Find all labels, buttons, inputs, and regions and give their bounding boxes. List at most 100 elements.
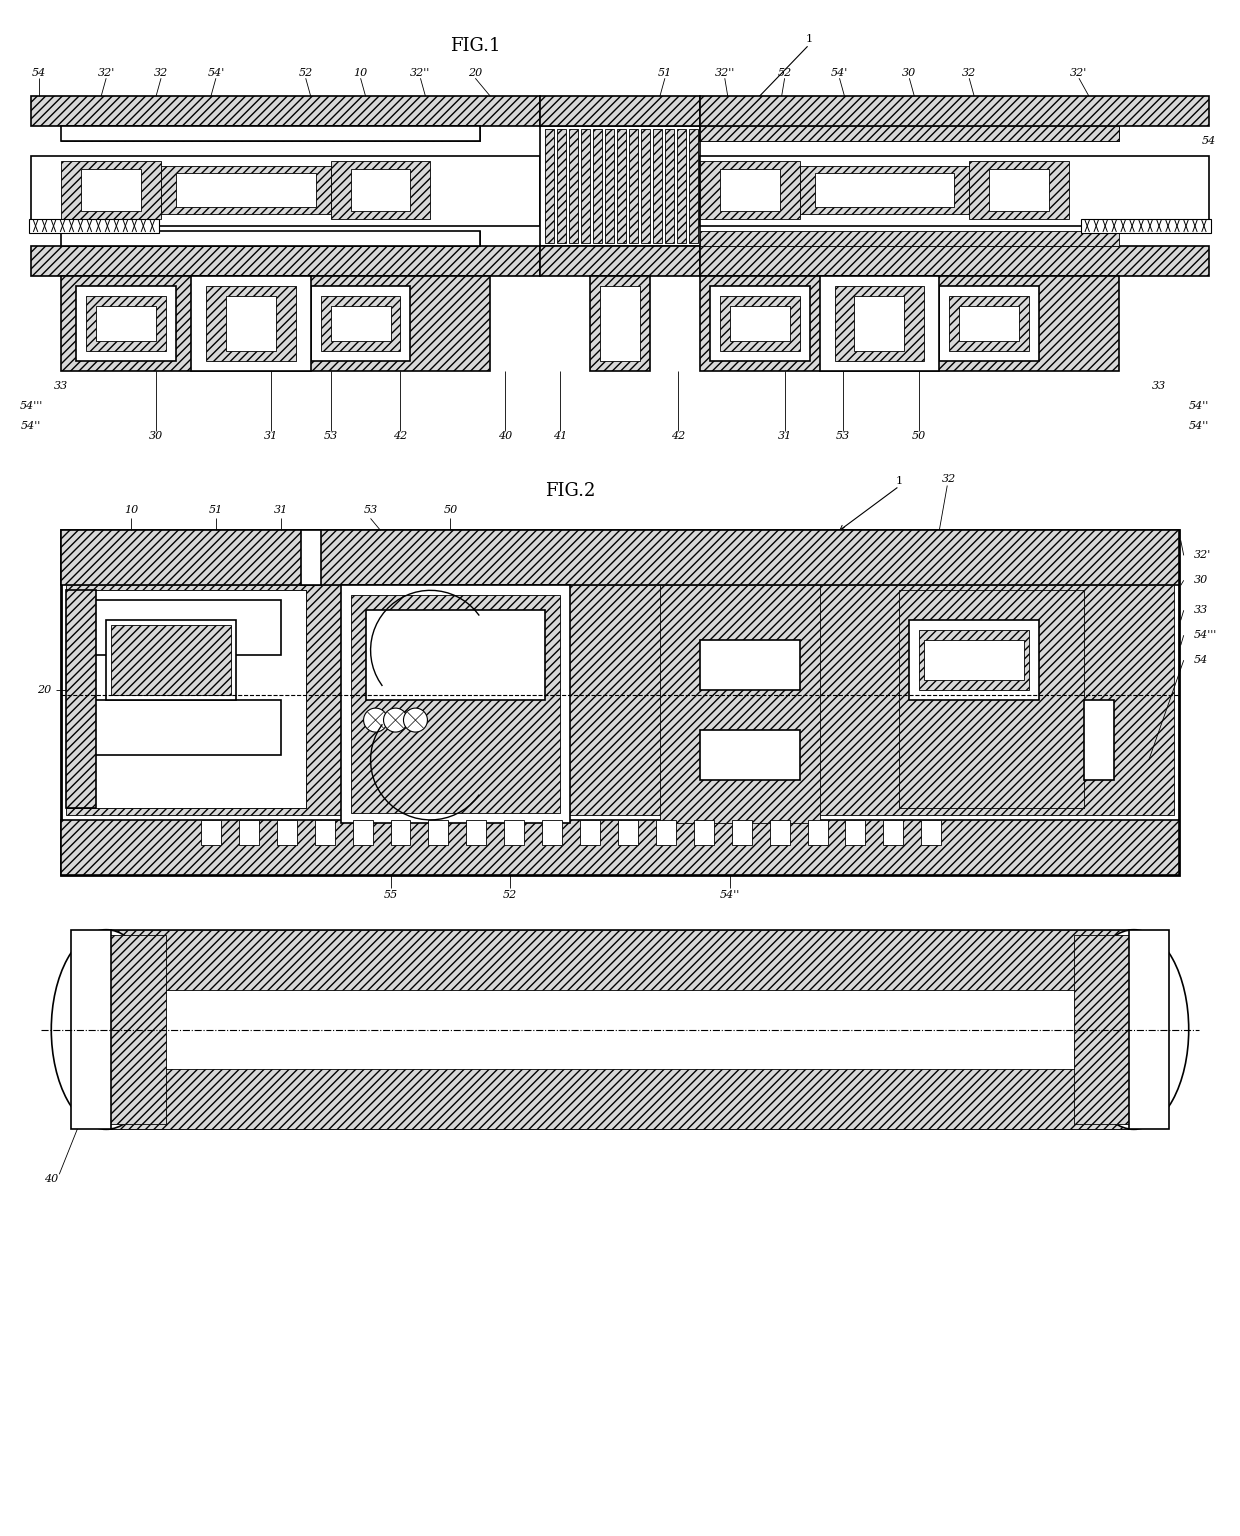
Circle shape xyxy=(363,708,388,733)
Bar xyxy=(820,276,939,370)
Bar xyxy=(541,126,699,246)
Text: 54: 54 xyxy=(1194,656,1208,665)
Bar xyxy=(699,126,1118,141)
Text: 52: 52 xyxy=(777,68,792,78)
Bar xyxy=(542,820,562,845)
Bar xyxy=(593,129,603,243)
Bar xyxy=(81,169,141,210)
Bar xyxy=(31,97,541,126)
Bar xyxy=(92,601,280,656)
Bar xyxy=(30,220,159,233)
Bar xyxy=(352,820,372,845)
Text: 54: 54 xyxy=(32,68,46,78)
Bar xyxy=(66,590,97,808)
Bar xyxy=(854,296,904,350)
Bar xyxy=(351,169,410,210)
Text: 30: 30 xyxy=(149,430,164,441)
Bar xyxy=(719,296,800,350)
Bar xyxy=(61,820,1179,876)
Text: 31: 31 xyxy=(274,505,288,516)
Bar xyxy=(970,161,1069,220)
Bar xyxy=(107,929,1133,1129)
Bar xyxy=(1074,935,1133,1124)
Bar xyxy=(66,590,306,808)
Bar xyxy=(541,97,699,126)
Bar xyxy=(730,306,790,341)
Bar xyxy=(883,820,904,845)
Text: 54': 54' xyxy=(831,68,848,78)
Bar xyxy=(341,585,570,823)
Bar xyxy=(541,246,699,276)
Bar xyxy=(699,161,800,220)
Text: 32': 32' xyxy=(98,68,115,78)
Bar xyxy=(366,610,546,700)
Bar xyxy=(76,286,176,361)
Bar xyxy=(699,246,1209,276)
Bar xyxy=(699,126,1118,141)
Ellipse shape xyxy=(51,929,161,1129)
Text: 31: 31 xyxy=(777,430,792,441)
Bar xyxy=(569,129,578,243)
Text: FIG.1: FIG.1 xyxy=(450,37,501,55)
Ellipse shape xyxy=(1079,929,1189,1129)
Text: 42: 42 xyxy=(393,430,408,441)
Bar xyxy=(61,530,1179,876)
Bar xyxy=(112,625,231,696)
Bar xyxy=(582,129,590,243)
Bar xyxy=(557,129,567,243)
Bar xyxy=(899,590,1084,808)
Bar xyxy=(665,129,673,243)
Bar xyxy=(466,820,486,845)
Circle shape xyxy=(383,708,408,733)
Bar xyxy=(800,166,970,214)
Text: 54': 54' xyxy=(207,68,224,78)
Bar xyxy=(699,641,800,690)
Text: 54'': 54'' xyxy=(21,421,41,430)
Bar xyxy=(31,157,541,226)
Bar xyxy=(694,820,714,845)
Bar xyxy=(315,820,335,845)
Bar xyxy=(807,820,827,845)
Text: 50: 50 xyxy=(443,505,458,516)
Bar xyxy=(61,230,480,246)
Bar xyxy=(66,590,306,808)
Text: 53: 53 xyxy=(324,430,337,441)
Bar xyxy=(699,97,1209,126)
Text: 40: 40 xyxy=(498,430,512,441)
Bar xyxy=(919,630,1029,690)
Bar xyxy=(191,276,311,370)
Bar xyxy=(909,621,1039,700)
Bar xyxy=(1081,220,1210,233)
Text: 54'': 54'' xyxy=(719,889,740,900)
Bar xyxy=(61,126,480,141)
Bar xyxy=(331,161,430,220)
Text: 32': 32' xyxy=(1194,550,1211,561)
Bar xyxy=(950,296,1029,350)
Text: 10: 10 xyxy=(124,505,138,516)
Bar xyxy=(176,174,316,207)
Text: 54'': 54'' xyxy=(1189,421,1209,430)
Text: 1: 1 xyxy=(806,34,813,45)
Text: 54: 54 xyxy=(1202,137,1215,146)
Bar xyxy=(546,129,554,243)
Text: 53: 53 xyxy=(836,430,849,441)
Bar xyxy=(689,129,698,243)
Bar xyxy=(641,129,650,243)
Bar xyxy=(699,126,1118,141)
Bar xyxy=(1084,700,1114,780)
Text: 54'': 54'' xyxy=(1189,401,1209,410)
Text: 10: 10 xyxy=(353,68,368,78)
Bar xyxy=(653,129,662,243)
Bar xyxy=(600,286,640,361)
Bar xyxy=(206,286,295,361)
Bar xyxy=(311,286,410,361)
Bar xyxy=(92,700,280,756)
Text: 41: 41 xyxy=(553,430,567,441)
Bar xyxy=(61,276,490,370)
Bar xyxy=(277,820,296,845)
Bar xyxy=(201,820,221,845)
Text: 55: 55 xyxy=(383,889,398,900)
Bar xyxy=(699,157,1209,226)
Bar xyxy=(61,230,480,246)
Text: 33: 33 xyxy=(1152,381,1166,390)
